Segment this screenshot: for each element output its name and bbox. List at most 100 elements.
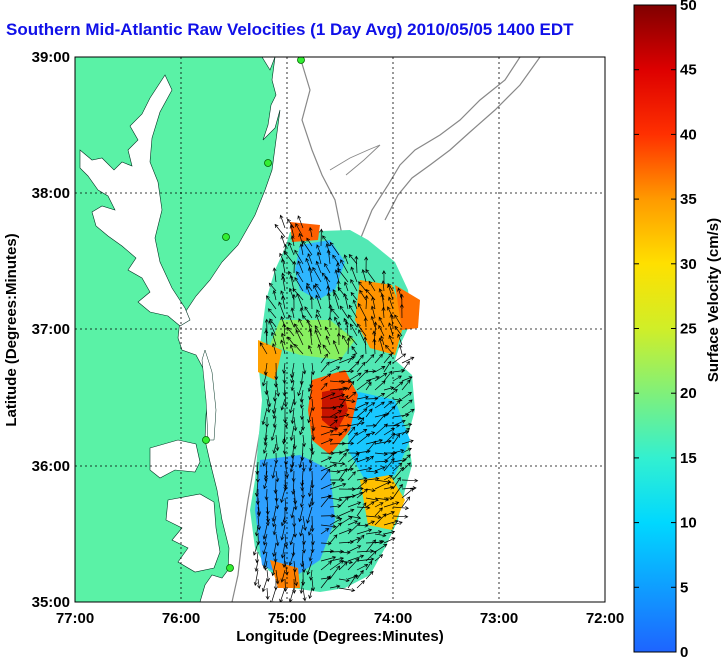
velocity-arrow [347, 545, 362, 553]
velocity-arrow [262, 551, 268, 569]
velocity-arrow [347, 515, 362, 520]
velocity-arrow [370, 315, 376, 328]
velocity-arrow [340, 259, 349, 274]
velocity-arrow [298, 232, 304, 247]
velocity-arrow [397, 333, 403, 346]
velocity-arrow [329, 461, 346, 466]
velocity-arrow [365, 423, 377, 428]
velocity-arrow [274, 223, 286, 238]
velocity-arrow [322, 344, 331, 355]
velocity-arrow [297, 260, 304, 274]
velocity-arrow [271, 506, 277, 523]
velocity-arrow [298, 506, 304, 523]
velocity-arrow [347, 391, 357, 400]
velocity-arrow [284, 533, 289, 548]
velocity-arrow [374, 539, 385, 544]
velocity-arrow [383, 386, 395, 391]
velocity-arrow [293, 497, 298, 511]
velocity-arrow [401, 376, 413, 382]
velocity-arrow [314, 325, 322, 337]
velocity-arrow [383, 501, 400, 508]
velocity-arrow [365, 440, 377, 454]
velocity-arrow [315, 313, 322, 328]
velocity-arrow [336, 280, 341, 292]
velocity-arrow [301, 542, 306, 554]
velocity-arrow [280, 515, 286, 527]
velocity-arrow [271, 398, 277, 415]
velocity-arrow [392, 449, 405, 454]
x-tick: 75:00 [268, 610, 306, 627]
velocity-arrow [308, 497, 313, 508]
velocity-arrow [392, 521, 403, 526]
velocity-arrow [332, 254, 340, 265]
velocity-arrow [392, 433, 401, 445]
velocity-arrow [273, 479, 278, 495]
velocity-arrow [401, 487, 415, 499]
velocity-arrow [356, 361, 366, 373]
velocity-arrow [320, 463, 337, 472]
velocity-arrow [329, 584, 341, 589]
colorbar: 0 5 10 15 20 25 30 35 40 45 50 Surface Velocity (c… [633, 0, 722, 659]
velocity-arrow [401, 427, 411, 436]
velocity-arrow [347, 537, 361, 544]
velocity-arrow [329, 515, 341, 520]
velocity-arrow [401, 356, 415, 364]
velocity-arrow [306, 282, 313, 292]
velocity-arrow [387, 283, 394, 301]
velocity-arrow [307, 266, 313, 283]
velocity-arrow [356, 580, 365, 589]
velocity-arrow [275, 470, 280, 483]
velocity-arrow [309, 371, 314, 389]
velocity-arrow [320, 468, 331, 481]
velocity-arrow [365, 530, 383, 535]
velocity-arrow [296, 271, 304, 283]
velocity-arrow [381, 306, 386, 319]
velocity-arrow [329, 504, 342, 509]
velocity-arrow [356, 323, 367, 337]
velocity-arrow [350, 291, 358, 301]
velocity-arrow [347, 416, 362, 420]
colorbar-tick-label: 50 [680, 0, 697, 14]
velocity-arrow [338, 587, 356, 593]
velocity-arrow [374, 497, 390, 502]
velocity-arrow [315, 260, 322, 274]
velocity-arrow [343, 254, 349, 265]
velocity-arrow [378, 316, 385, 328]
velocity-arrow [268, 320, 277, 337]
velocity-arrow [342, 334, 349, 346]
velocity-arrow [365, 408, 373, 418]
velocity-arrow [392, 514, 409, 519]
velocity-arrow [275, 497, 280, 510]
velocity-arrow [338, 452, 347, 463]
velocity-arrow [343, 281, 349, 292]
velocity-arrow [337, 286, 349, 301]
velocity-arrow [383, 432, 396, 445]
velocity-arrow [263, 560, 268, 571]
velocity-arrow [383, 370, 393, 382]
velocity-arrow [254, 524, 259, 537]
velocity-arrow [300, 470, 305, 487]
velocity-arrow [330, 477, 345, 482]
velocity-arrow [272, 524, 277, 536]
velocity-arrow [322, 235, 331, 247]
velocity-arrow [289, 274, 295, 292]
colorbar-tick-label: 10 [680, 515, 697, 532]
velocity-arrow [356, 549, 375, 554]
velocity-arrow [289, 398, 295, 414]
velocity-arrow [347, 453, 360, 463]
velocity-arrow [329, 549, 345, 554]
velocity-arrow [293, 416, 298, 432]
velocity-arrow [312, 266, 322, 283]
velocity-arrow [356, 502, 367, 517]
velocity-arrow [320, 415, 339, 420]
velocity-arrow [270, 425, 277, 441]
velocity-arrow [338, 386, 349, 391]
velocity-arrow [272, 443, 277, 455]
velocity-arrow [299, 243, 304, 256]
velocity-arrow [273, 371, 278, 388]
velocity-arrow [372, 330, 377, 346]
velocity-arrow [338, 467, 348, 481]
velocity-arrow [261, 578, 268, 593]
chesapeake-bay [79, 74, 191, 327]
velocity-arrow [392, 462, 403, 472]
